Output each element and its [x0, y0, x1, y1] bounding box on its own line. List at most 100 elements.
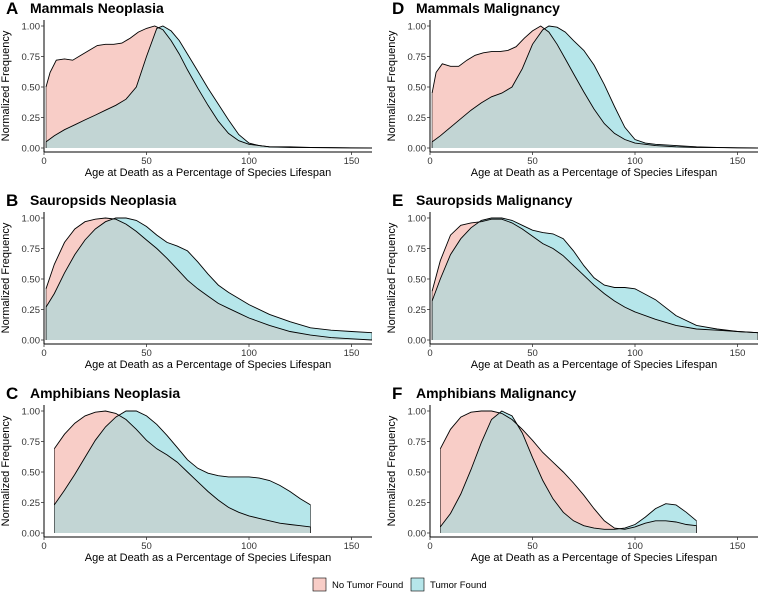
legend-swatch-tumor [410, 577, 425, 592]
ytick-label: 1.00 [408, 21, 427, 32]
y-axis-label-f: Normalized Frequency [386, 415, 398, 526]
ytick-label: 0.75 [408, 244, 427, 255]
xtick-label: 150 [344, 348, 360, 359]
ytick-label: 0.25 [408, 305, 427, 316]
ytick-label: 0.50 [22, 467, 41, 478]
xtick-label: 0 [427, 541, 432, 552]
y-axis-label-a: Normalized Frequency [0, 30, 12, 141]
panel-e: E Sauropsids Malignancy 0.00 0.25 0.50 0.75 1.… [386, 191, 758, 371]
ytick-label: 0.75 [408, 437, 427, 448]
xtick-label: 0 [41, 541, 46, 552]
ytick-label: 0.00 [22, 335, 41, 346]
xtick-label: 100 [627, 541, 643, 552]
area-overlap [46, 26, 372, 148]
x-axis-label-b: Age at Death as a Percentage of Species … [85, 359, 331, 371]
line-no-tumor [439, 410, 697, 530]
line-tumor [431, 25, 758, 149]
line-no-tumor [53, 410, 311, 528]
panel-title-b: Sauropsids Neoplasia [30, 192, 176, 208]
ytick-label: 0.50 [408, 467, 427, 478]
panel-letter-c: C [6, 384, 18, 403]
ytick-label: 1.00 [408, 406, 427, 417]
x-axis-label-d: Age at Death as a Percentage of Species … [471, 167, 717, 179]
ytick-label: 1.00 [408, 213, 427, 224]
ytick-label: 0.00 [408, 335, 427, 346]
xtick-label: 50 [527, 156, 538, 167]
xtick-label: 100 [241, 348, 257, 359]
xtick-label: 150 [344, 156, 360, 167]
line-tumor [45, 217, 372, 334]
area-overlap [440, 411, 697, 533]
panel-letter-e: E [392, 191, 403, 210]
line-no-tumor [45, 217, 372, 341]
xtick-label: 100 [241, 541, 257, 552]
legend: No Tumor Found Tumor Found [312, 577, 487, 592]
legend-swatch-no-tumor [312, 577, 327, 592]
plot-area-a [45, 25, 372, 149]
panel-letter-f: F [392, 384, 402, 403]
ytick-label: 0.25 [22, 113, 41, 124]
line-tumor [45, 25, 372, 149]
ytick-label: 0.50 [408, 274, 427, 285]
line-tumor [431, 217, 758, 334]
plot-area-d [431, 25, 758, 149]
legend-label-no-tumor: No Tumor Found [332, 580, 403, 591]
panel-letter-d: D [392, 0, 404, 18]
y-axis-label-e: Normalized Frequency [386, 222, 398, 333]
xtick-label: 150 [730, 541, 746, 552]
line-no-tumor [431, 25, 758, 149]
ytick-label: 0.50 [408, 82, 427, 93]
x-axis-label-c: Age at Death as a Percentage of Species … [85, 552, 331, 564]
y-axis-label-b: Normalized Frequency [0, 222, 12, 333]
panel-d: D Mammals Malignancy 0.00 0.25 0.50 0.75 1.00 0… [386, 0, 758, 179]
ytick-label: 0.25 [22, 305, 41, 316]
ytick-label: 0.75 [22, 437, 41, 448]
ytick-label: 1.00 [22, 213, 41, 224]
xtick-label: 100 [627, 348, 643, 359]
ytick-label: 0.75 [408, 52, 427, 63]
plot-area-c [53, 410, 311, 533]
ytick-label: 0.25 [408, 498, 427, 509]
ytick-label: 0.00 [408, 143, 427, 154]
ytick-label: 0.00 [22, 143, 41, 154]
xtick-label: 0 [41, 156, 46, 167]
ytick-label: 0.00 [408, 528, 427, 539]
x-axis-label-a: Age at Death as a Percentage of Species … [85, 167, 331, 179]
ytick-label: 1.00 [22, 406, 41, 417]
ytick-label: 0.25 [22, 498, 41, 509]
panel-title-c: Amphibians Neoplasia [30, 385, 180, 401]
ytick-label: 0.25 [408, 113, 427, 124]
ytick-label: 1.00 [22, 21, 41, 32]
xtick-label: 50 [141, 156, 152, 167]
y-axis-label-c: Normalized Frequency [0, 415, 12, 526]
line-no-tumor [431, 218, 758, 334]
xtick-label: 50 [141, 348, 152, 359]
xtick-label: 0 [41, 348, 46, 359]
xtick-label: 150 [730, 348, 746, 359]
panel-title-f: Amphibians Malignancy [416, 385, 576, 401]
x-axis-label-e: Age at Death as a Percentage of Species … [471, 359, 717, 371]
ytick-label: 0.75 [22, 244, 41, 255]
ytick-label: 0.50 [22, 82, 41, 93]
xtick-label: 150 [730, 156, 746, 167]
xtick-label: 50 [141, 541, 152, 552]
panel-b: B Sauropsids Neoplasia 0.00 0.25 0.50 0.75 1.0… [0, 191, 372, 371]
legend-label-tumor: Tumor Found [430, 580, 487, 591]
panel-f: F Amphibians Malignancy 0.00 0.25 0.50 0.75 1.… [386, 384, 758, 564]
xtick-label: 0 [427, 156, 432, 167]
line-tumor [53, 410, 311, 506]
xtick-label: 50 [527, 348, 538, 359]
panel-c: C Amphibians Neoplasia 0.00 0.25 0.50 0.75 1.0… [0, 384, 372, 564]
x-axis-label-f: Age at Death as a Percentage of Species … [471, 552, 717, 564]
panel-title-d: Mammals Malignancy [416, 0, 560, 16]
panel-letter-b: B [6, 191, 18, 210]
xtick-label: 100 [627, 156, 643, 167]
y-axis-label-d: Normalized Frequency [386, 30, 398, 141]
panel-a: A Mammals Neoplasia 0.00 0.25 0.50 0.75 1.00 0 5… [0, 0, 372, 179]
line-tumor [439, 410, 697, 530]
ytick-label: 0.75 [22, 52, 41, 63]
xtick-label: 100 [241, 156, 257, 167]
xtick-label: 150 [344, 541, 360, 552]
panels-container: A Mammals Neoplasia 0.00 0.25 0.50 0.75 1.00 0 5… [0, 0, 758, 564]
